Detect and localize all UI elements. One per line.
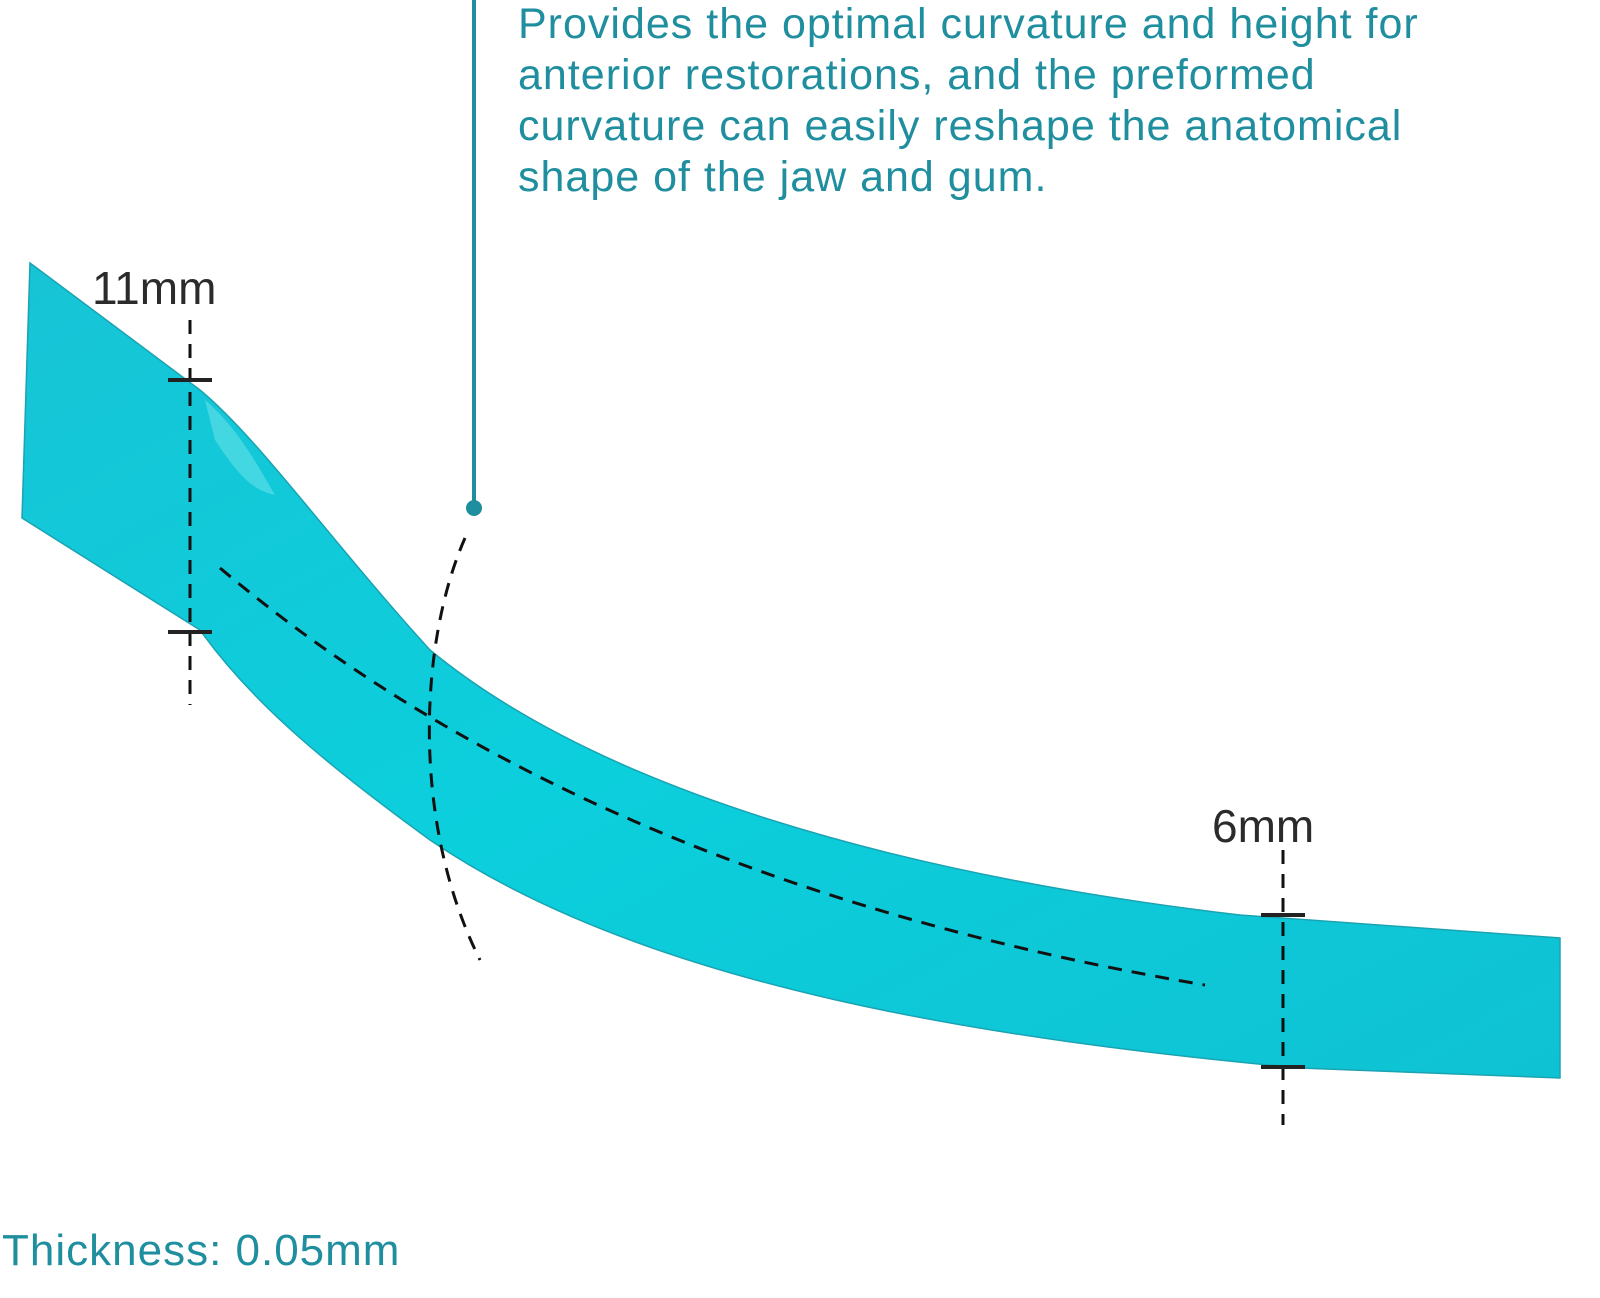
curvature-arc xyxy=(427,537,482,961)
description-line: Provides the optimal curvature and heigh… xyxy=(518,0,1419,48)
dimension-label: 6mm xyxy=(1212,800,1314,852)
description-line: anterior restorations, and the preformed xyxy=(518,51,1316,99)
band-highlight xyxy=(205,400,275,495)
description-line: curvature can easily reshape the anatomi… xyxy=(518,102,1402,150)
matrix-band xyxy=(21,261,1561,1079)
thickness-label: Thickness: 0.05mm xyxy=(2,1226,400,1275)
leader-dot xyxy=(466,500,482,516)
dimension-label: 11mm xyxy=(92,262,216,314)
description-line: shape of the jaw and gum. xyxy=(518,153,1047,201)
center-guide xyxy=(219,566,1206,987)
